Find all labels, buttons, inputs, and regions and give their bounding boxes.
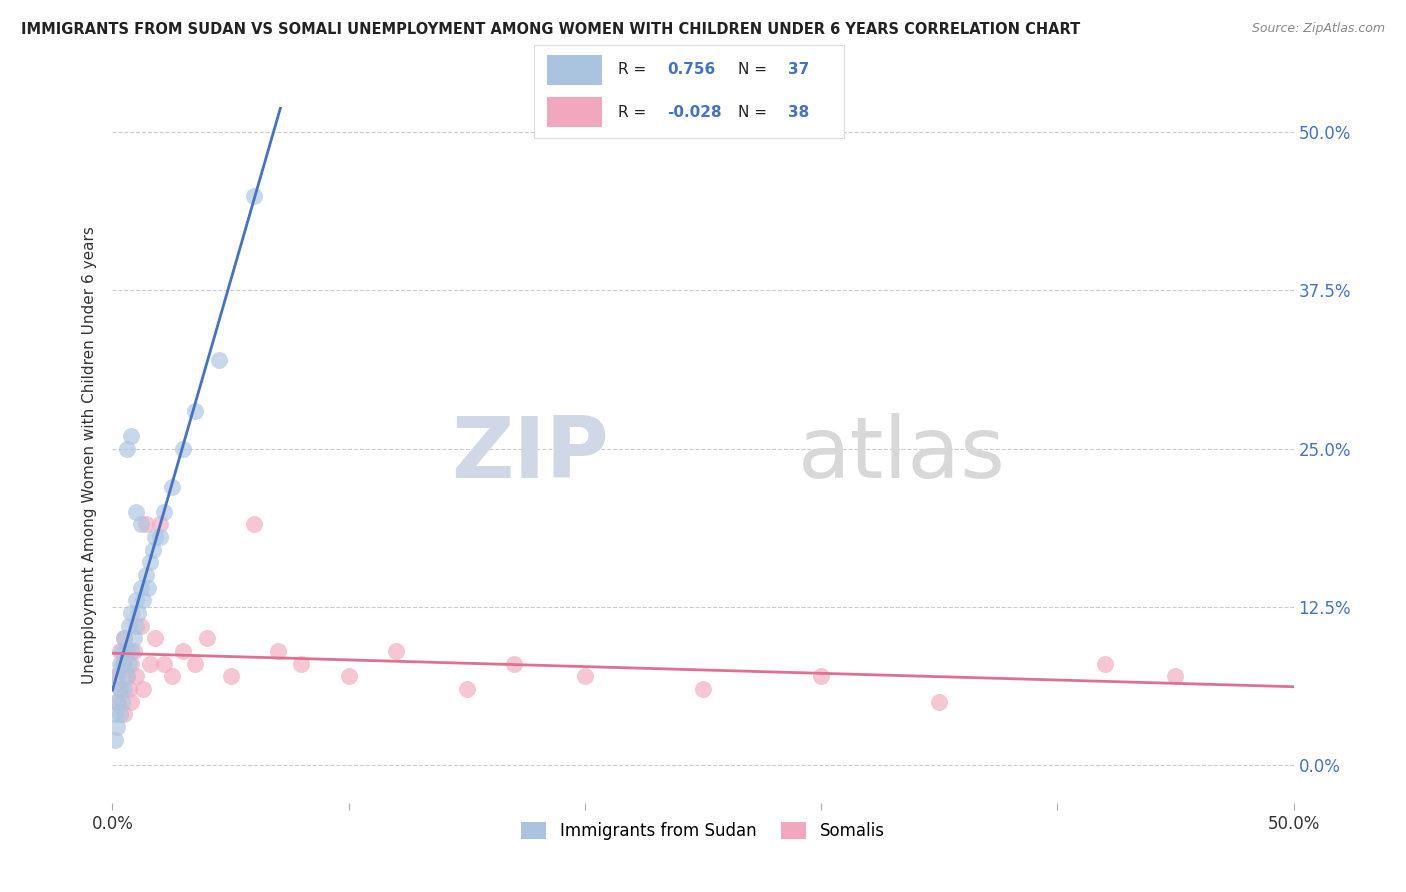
Point [111,657,134,671]
Point [108,681,131,696]
Y-axis label: Unemployment Among Women with Children Under 6 years: Unemployment Among Women with Children U… [82,226,97,684]
Point [195,632,218,646]
Point [129,517,152,532]
Text: 38: 38 [787,104,810,120]
Point [122,632,145,646]
Point [129,618,152,632]
FancyBboxPatch shape [547,97,602,127]
Point [120,429,142,443]
Point [1164,669,1187,683]
Point [135,568,157,582]
Point [132,681,155,696]
Point [243,188,266,202]
Point [105,695,128,709]
Point [112,632,135,646]
Point [125,618,148,632]
Point [105,695,128,709]
Point [143,632,166,646]
Point [928,695,950,709]
Point [125,593,148,607]
Point [135,517,157,532]
Point [160,479,183,493]
Point [139,556,162,570]
Point [115,442,138,456]
Text: atlas: atlas [797,413,1005,497]
Point [108,681,131,696]
Point [115,644,138,658]
Point [143,530,166,544]
Point [104,707,127,722]
Point [219,669,242,683]
Point [172,442,194,456]
Point [118,681,141,696]
Point [574,669,596,683]
Point [108,644,131,658]
Point [810,669,832,683]
Text: -0.028: -0.028 [668,104,721,120]
Point [149,530,172,544]
Point [120,695,142,709]
Point [132,593,155,607]
Point [108,657,131,671]
Point [1094,657,1116,671]
Point [105,669,128,683]
Point [184,403,207,417]
Point [104,732,127,747]
Point [104,669,127,683]
Point [267,644,290,658]
Point [112,632,135,646]
Point [456,681,478,696]
Text: 0.756: 0.756 [668,62,716,78]
Text: N =: N = [738,62,768,78]
Point [112,681,135,696]
Text: IMMIGRANTS FROM SUDAN VS SOMALI UNEMPLOYMENT AMONG WOMEN WITH CHILDREN UNDER 6 Y: IMMIGRANTS FROM SUDAN VS SOMALI UNEMPLOY… [21,22,1080,37]
Point [692,681,714,696]
Text: ZIP: ZIP [451,413,609,497]
Point [290,657,312,671]
Point [120,657,142,671]
Point [127,606,149,620]
Point [337,669,360,683]
Point [385,644,408,658]
Point [105,720,128,734]
Point [118,657,141,671]
Point [111,695,134,709]
Point [243,517,266,532]
Point [129,581,152,595]
Point [111,644,134,658]
Point [160,669,183,683]
Point [142,542,165,557]
Point [184,657,207,671]
Point [153,505,176,519]
Point [122,644,145,658]
Point [172,644,194,658]
Point [208,353,231,368]
Point [503,657,526,671]
Point [112,707,135,722]
FancyBboxPatch shape [547,55,602,85]
Point [120,606,142,620]
Point [115,669,138,683]
Point [112,657,135,671]
Point [125,669,148,683]
Point [149,517,172,532]
Text: R =: R = [617,62,645,78]
Legend: Immigrants from Sudan, Somalis: Immigrants from Sudan, Somalis [515,815,891,847]
Point [120,644,142,658]
Point [125,505,148,519]
Text: Source: ZipAtlas.com: Source: ZipAtlas.com [1251,22,1385,36]
Text: R =: R = [617,104,645,120]
Point [108,707,131,722]
Text: 37: 37 [787,62,810,78]
Point [115,669,138,683]
Point [139,657,162,671]
Point [153,657,176,671]
Point [118,618,141,632]
Point [136,581,159,595]
Text: N =: N = [738,104,768,120]
